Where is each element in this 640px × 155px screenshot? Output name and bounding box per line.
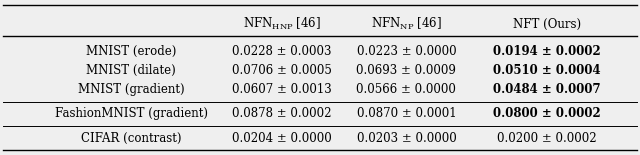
Text: 0.0878 ± 0.0002: 0.0878 ± 0.0002 xyxy=(232,107,332,120)
Text: 0.0566 ± 0.0000: 0.0566 ± 0.0000 xyxy=(356,83,456,96)
Text: NFN$_{\mathregular{HNP}}$ [46]: NFN$_{\mathregular{HNP}}$ [46] xyxy=(243,16,321,32)
Text: MNIST (dilate): MNIST (dilate) xyxy=(86,64,176,77)
Text: 0.0800 ± 0.0002: 0.0800 ± 0.0002 xyxy=(493,107,601,120)
Text: 0.0203 ± 0.0000: 0.0203 ± 0.0000 xyxy=(356,132,456,145)
Text: NFN$_{\mathregular{NP}}$ [46]: NFN$_{\mathregular{NP}}$ [46] xyxy=(371,16,442,32)
Text: 0.0204 ± 0.0000: 0.0204 ± 0.0000 xyxy=(232,132,332,145)
Text: 0.0870 ± 0.0001: 0.0870 ± 0.0001 xyxy=(356,107,456,120)
Text: 0.0194 ± 0.0002: 0.0194 ± 0.0002 xyxy=(493,45,601,58)
Text: 0.0228 ± 0.0003: 0.0228 ± 0.0003 xyxy=(232,45,332,58)
Text: 0.0607 ± 0.0013: 0.0607 ± 0.0013 xyxy=(232,83,332,96)
Text: FashionMNIST (gradient): FashionMNIST (gradient) xyxy=(54,107,208,120)
Text: 0.0706 ± 0.0005: 0.0706 ± 0.0005 xyxy=(232,64,332,77)
Text: NFT (Ours): NFT (Ours) xyxy=(513,18,581,31)
Text: 0.0693 ± 0.0009: 0.0693 ± 0.0009 xyxy=(356,64,456,77)
Text: 0.0200 ± 0.0002: 0.0200 ± 0.0002 xyxy=(497,132,597,145)
Text: 0.0510 ± 0.0004: 0.0510 ± 0.0004 xyxy=(493,64,601,77)
Text: MNIST (gradient): MNIST (gradient) xyxy=(78,83,184,96)
Text: MNIST (erode): MNIST (erode) xyxy=(86,45,177,58)
Text: 0.0223 ± 0.0000: 0.0223 ± 0.0000 xyxy=(356,45,456,58)
Text: CIFAR (contrast): CIFAR (contrast) xyxy=(81,132,182,145)
Text: 0.0484 ± 0.0007: 0.0484 ± 0.0007 xyxy=(493,83,601,96)
